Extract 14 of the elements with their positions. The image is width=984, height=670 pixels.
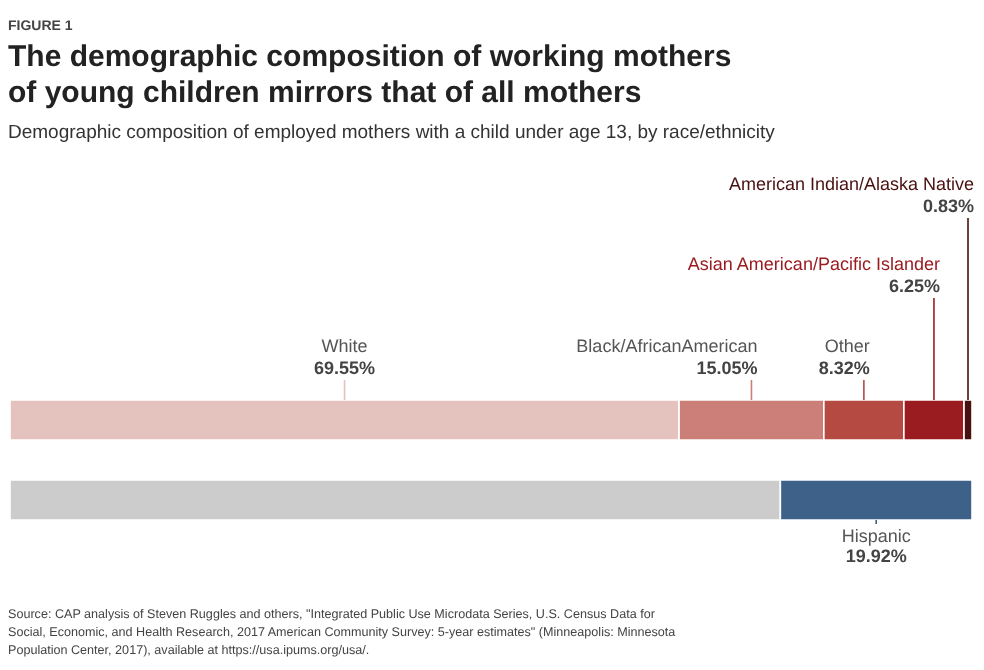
data-label: 0.83% — [922, 196, 975, 216]
text: Asian American/Pacific Islander — [687, 254, 940, 274]
chart-subtitle: Demographic composition of employed mothers with a child under age 13, by race/ethnicity — [8, 122, 776, 144]
data-label: 15.05% — [696, 358, 758, 378]
text: Black/AfricanAmerican — [576, 336, 758, 356]
text: Other — [824, 336, 870, 356]
text: White — [321, 336, 368, 356]
data-label: 6.25% — [888, 276, 940, 296]
chart-title: The demographic composition of working mothers of young children mirrors that of all mothers — [8, 40, 732, 110]
series-label: Hispanic — [841, 526, 912, 546]
data-label: 8.32% — [818, 358, 870, 378]
data-label: 19.92% — [845, 546, 907, 566]
text: American Indian/Alaska Native — [728, 174, 975, 194]
data-label: 69.55% — [314, 358, 376, 378]
